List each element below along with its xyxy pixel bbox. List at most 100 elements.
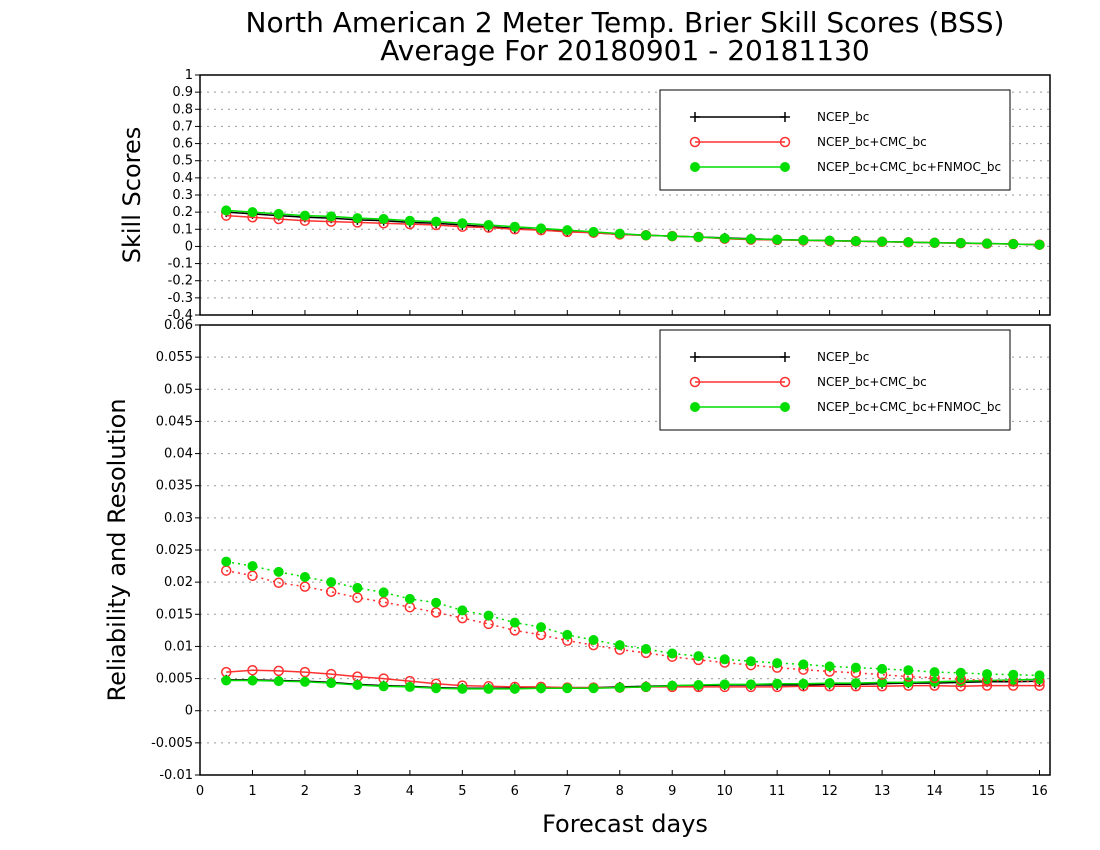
data-point [772, 678, 783, 689]
legend-label: NCEP_bc [817, 350, 869, 364]
data-point [929, 237, 940, 248]
data-point [772, 234, 783, 245]
data-point [509, 683, 520, 694]
data-point [509, 617, 520, 628]
data-point [352, 582, 363, 593]
series-1 [220, 664, 1045, 693]
y-tick-label: 0.05 [164, 382, 193, 397]
data-point [483, 220, 494, 230]
y-tick-label: -0.2 [168, 274, 193, 289]
data-point [536, 622, 547, 633]
data-point [247, 207, 258, 218]
data-point [404, 681, 415, 692]
data-point [982, 669, 993, 680]
data-point [929, 667, 940, 678]
y-tick-label: 0.02 [164, 575, 193, 590]
y-tick-label: 0.025 [156, 543, 193, 558]
legend: NCEP_bc NCEP_bc+CMC_bc NCEP_bc+CMC_bc+FNMO… [659, 329, 1011, 431]
plot-frame [199, 324, 1051, 776]
y-tick-label: 0.055 [156, 350, 193, 365]
chart-title-line1: North American 2 Meter Temp. Brier Skill… [246, 6, 1005, 39]
y-tick-label: 0.8 [172, 102, 193, 117]
x-tick-label: 0 [196, 784, 204, 799]
data-point [404, 593, 415, 604]
series-4 [221, 556, 1045, 681]
data-point [798, 659, 809, 670]
y-tick-label: -0.01 [159, 768, 193, 783]
data-point [667, 231, 678, 242]
data-point [247, 561, 258, 572]
data-point [903, 237, 914, 248]
data-point [614, 228, 625, 239]
series-line [226, 569, 1040, 683]
data-point [273, 566, 284, 577]
data-point [378, 681, 389, 692]
series-2 [221, 674, 1045, 694]
x-tick-label: 5 [458, 784, 466, 799]
y-tick-label: -0.4 [168, 308, 193, 323]
legend-marker [690, 352, 700, 362]
data-point [903, 665, 914, 676]
data-point [640, 681, 651, 692]
data-point [693, 232, 704, 242]
data-point [273, 577, 284, 589]
series-3 [220, 565, 1045, 688]
legend-marker [780, 352, 790, 362]
data-point [798, 235, 809, 246]
y-tick-label: 0.045 [156, 414, 193, 429]
data-point [457, 605, 468, 616]
y-axis-label: Skill Scores [118, 127, 146, 264]
data-point [745, 234, 756, 245]
y-axis-label: Reliability and Resolution [103, 398, 131, 701]
legend-marker [780, 112, 790, 122]
data-point [1034, 239, 1045, 250]
reliability-resolution-panel: -0.01 -0.005 0 0.005 0.01 0.015 0.02 0.025 0.03 0… [103, 318, 1051, 799]
x-tick-label: 7 [563, 784, 571, 799]
data-point [719, 233, 730, 244]
data-point [955, 667, 966, 678]
x-tick-label: 2 [301, 784, 309, 799]
data-point [326, 211, 337, 222]
data-point [457, 218, 468, 229]
x-tick-label: 9 [668, 784, 676, 799]
data-point [640, 644, 651, 654]
series-0 [221, 207, 1045, 250]
y-tick-label: -0.3 [168, 291, 193, 306]
y-tick-label: 0 [185, 704, 193, 719]
y-tick-label: 0.01 [164, 639, 193, 654]
data-point [457, 683, 468, 694]
data-point [483, 683, 494, 694]
data-point [247, 664, 258, 676]
data-point [588, 226, 599, 237]
data-point [326, 577, 337, 588]
x-tick-label: 13 [874, 784, 891, 799]
series-2 [221, 205, 1045, 250]
x-tick-label: 8 [616, 784, 624, 799]
data-point [877, 236, 888, 247]
data-point [326, 678, 337, 689]
y-tick-label: 0.03 [164, 511, 193, 526]
y-tick-label: 0.06 [164, 318, 193, 333]
x-tick-label: 14 [926, 784, 943, 799]
y-tick-label: 0.015 [156, 607, 193, 622]
data-point [850, 678, 861, 689]
y-tick-label: 0.2 [172, 205, 193, 220]
data-point [1034, 670, 1045, 681]
legend-box [659, 89, 1011, 191]
legend-marker [779, 376, 791, 388]
x-tick-label: 4 [406, 784, 414, 799]
legend-marker [689, 136, 701, 148]
legend-marker [779, 136, 791, 148]
data-point [299, 581, 311, 592]
y-tick-label: 0.005 [156, 672, 193, 687]
data-point [614, 682, 625, 693]
legend-label: NCEP_bc+CMC_bc+FNMOC_bc [817, 160, 1001, 174]
data-point [588, 635, 599, 645]
y-tick-label: 1 [185, 68, 193, 83]
data-point [745, 679, 756, 690]
legend-marker [690, 402, 700, 412]
y-tick-label: 0.6 [172, 137, 193, 152]
data-point [299, 666, 311, 678]
x-tick-label: 11 [769, 784, 786, 799]
